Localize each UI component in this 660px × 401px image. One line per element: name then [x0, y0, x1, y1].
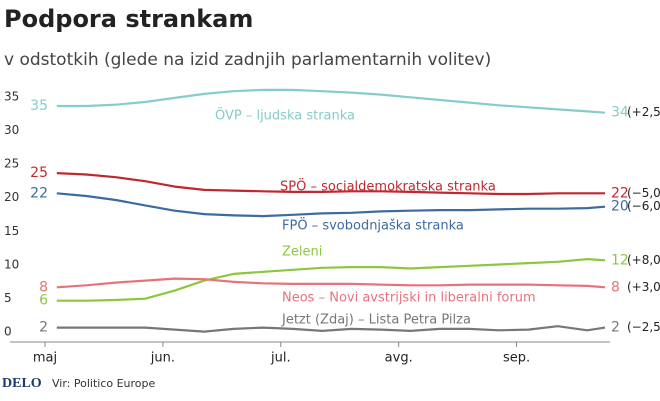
series-name: Jetzt (Zdaj) – Lista Petra Pilza: [281, 313, 471, 328]
end-label: 22: [611, 185, 629, 201]
y-tick-label: 5: [4, 291, 12, 305]
start-label: 2: [39, 320, 48, 336]
end-label: 8: [611, 279, 620, 295]
start-label: 6: [39, 293, 48, 309]
change-label: (−5,0): [627, 186, 660, 200]
series-line: [56, 172, 605, 196]
y-tick-label: 30: [4, 123, 19, 137]
y-tick-label: 0: [4, 325, 12, 339]
series-name: Zeleni: [282, 245, 322, 260]
start-label: 22: [30, 185, 48, 201]
source: Vir: Politico Europe: [52, 377, 156, 390]
y-tick-label: 35: [4, 90, 19, 104]
y-tick-label: 20: [4, 190, 19, 204]
chart-title: Podpora strankam: [4, 5, 253, 33]
series-name: FPÖ – svobodnjaška stranka: [282, 217, 464, 234]
change-label: (+2,5): [627, 105, 660, 119]
end-label: 12: [611, 252, 629, 268]
x-tick-label: maj: [33, 351, 57, 366]
x-tick-label: sep.: [503, 351, 530, 366]
series-line: [56, 277, 606, 289]
start-label: 35: [30, 98, 48, 114]
change-label: (+8,0): [627, 253, 660, 267]
logo: DELO: [2, 376, 42, 391]
x-tick-label: avg.: [385, 351, 413, 366]
start-label: 25: [30, 165, 48, 181]
change-label: (−6,0): [627, 199, 660, 213]
series-line: [56, 258, 606, 302]
start-label: 8: [39, 279, 48, 295]
series-line: [56, 325, 606, 333]
series-name: ÖVP – ljudska stranka: [215, 107, 355, 124]
end-label: 2: [611, 320, 620, 336]
chart-subtitle: v odstotkih (glede na izid zadnjih parla…: [4, 50, 491, 70]
y-tick-label: 10: [4, 257, 19, 271]
series-line: [56, 192, 606, 218]
series-line: [56, 88, 606, 114]
y-tick-label: 15: [4, 224, 19, 238]
series-name: Neos – Novi avstrijski in liberalni foru…: [282, 291, 536, 306]
y-tick-label: 25: [4, 157, 19, 171]
change-label: (+3,0): [627, 280, 660, 294]
series-name: SPÖ – socialdemokratska stranka: [280, 178, 496, 195]
end-label: 20: [611, 199, 629, 215]
x-tick-label: jul.: [270, 351, 291, 366]
change-label: (−2,5): [627, 320, 660, 334]
end-label: 34: [611, 105, 629, 121]
x-tick-label: jun.: [150, 351, 175, 366]
